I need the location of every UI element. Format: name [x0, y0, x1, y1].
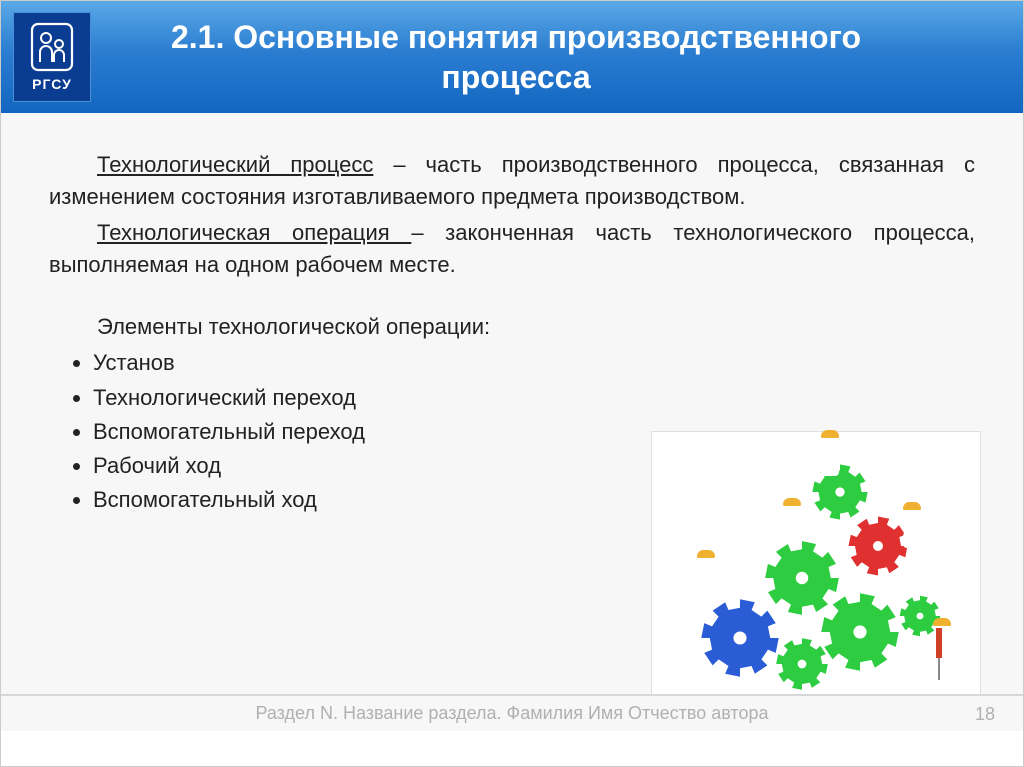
gear-icon — [765, 541, 839, 615]
page-number: 18 — [975, 704, 995, 725]
logo-label: РГСУ — [32, 76, 72, 92]
worker-figure-icon — [692, 560, 720, 600]
gear-icon — [701, 599, 778, 676]
paragraph-2: Технологическая операция – законченная ч… — [49, 217, 975, 281]
gear-icon — [776, 638, 828, 690]
people-icon — [30, 22, 74, 72]
term-1: Технологический процесс — [97, 152, 373, 177]
list-item: Рабочий ход — [93, 449, 589, 483]
paragraph-1: Технологический процесс – часть производ… — [49, 149, 975, 213]
list-item: Установ — [93, 346, 589, 380]
worker-figure-icon — [816, 440, 844, 480]
bullet-list: Установ Технологический переход Вспомога… — [49, 346, 589, 516]
slide-content: Технологический процесс – часть производ… — [1, 113, 1023, 731]
list-intro: Элементы технологической операции: — [49, 311, 975, 343]
list-item: Технологический переход — [93, 381, 589, 415]
screwdriver-icon — [920, 626, 960, 686]
list-item: Вспомогательный ход — [93, 483, 589, 517]
list-item: Вспомогательный переход — [93, 415, 589, 449]
footer-text: Раздел N. Название раздела. Фамилия Имя … — [255, 703, 768, 724]
term-2: Технологическая операция — [97, 220, 411, 245]
gear-icon — [821, 593, 898, 670]
title-wrap: 2.1. Основные понятия производственного … — [111, 17, 1011, 97]
gears-illustration — [651, 431, 981, 701]
logo: РГСУ — [13, 12, 91, 102]
slide-title: 2.1. Основные понятия производственного … — [111, 17, 921, 97]
worker-figure-icon — [898, 512, 926, 552]
slide-footer: Раздел N. Название раздела. Фамилия Имя … — [1, 694, 1023, 731]
slide-header: РГСУ 2.1. Основные понятия производствен… — [1, 1, 1023, 113]
worker-figure-icon — [778, 508, 806, 548]
